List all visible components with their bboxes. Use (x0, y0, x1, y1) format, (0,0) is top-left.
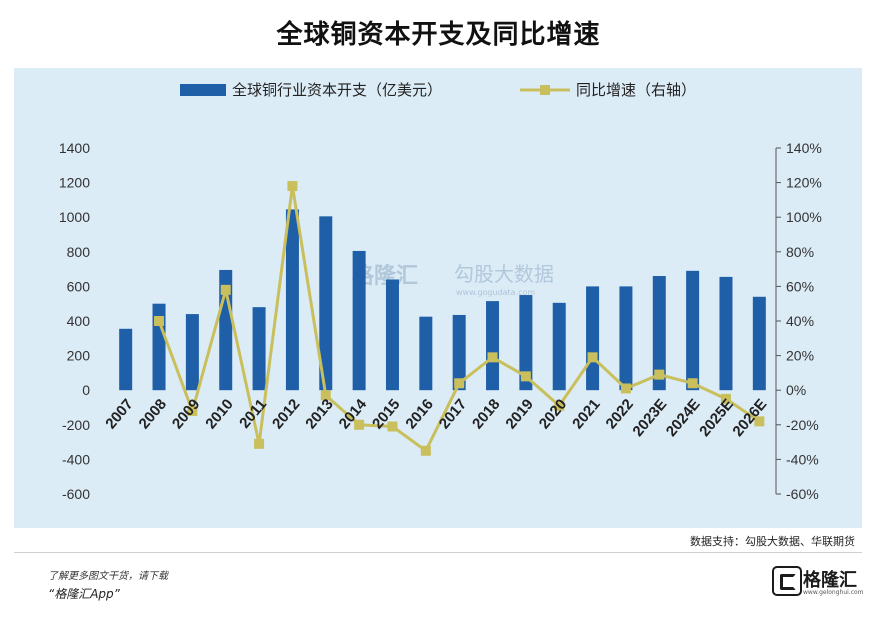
chart-svg: 格隆汇 勾股大数据www.gogudata.com-600-400-2000200… (59, 81, 822, 502)
growth-marker (420, 445, 431, 456)
x-tick-label: 2016 (402, 396, 436, 432)
growth-marker (320, 390, 331, 401)
y-right-tick-label: 100% (786, 209, 822, 225)
bar (652, 276, 666, 391)
watermark-url: www.gogudata.com (456, 288, 535, 297)
growth-marker (754, 416, 765, 427)
growth-marker (587, 352, 598, 363)
y-right-tick-label: -60% (786, 486, 819, 502)
bar (686, 270, 700, 391)
bar (285, 209, 299, 391)
legend-bar-swatch (180, 84, 226, 96)
bar (519, 295, 533, 391)
y-left-tick-label: 1200 (59, 175, 90, 191)
bar (352, 250, 366, 391)
x-tick-label: 2024E (663, 396, 704, 440)
bar (752, 296, 766, 391)
bar (719, 276, 733, 391)
y-right-tick-label: 120% (786, 175, 822, 191)
bar (185, 314, 199, 391)
growth-marker (654, 369, 665, 380)
y-left-tick-label: 800 (67, 244, 91, 260)
y-right-tick-label: 0% (786, 382, 806, 398)
y-right-tick-label: -40% (786, 451, 819, 467)
x-tick-label: 2014 (336, 395, 371, 432)
bar (619, 286, 633, 391)
footer-divider (14, 552, 862, 553)
growth-marker (254, 438, 265, 449)
footer-note: 了解更多图文干货，请下载 (48, 571, 168, 582)
bar (119, 328, 133, 391)
growth-marker (354, 419, 365, 430)
y-left-tick-label: -200 (62, 417, 90, 433)
y-right-tick-label: -20% (786, 417, 819, 433)
bar (385, 279, 399, 391)
legend-line-marker (540, 85, 550, 95)
x-tick-label: 2025E (696, 396, 737, 440)
y-right-tick-label: 80% (786, 244, 814, 260)
growth-marker (187, 405, 198, 416)
growth-marker (387, 421, 398, 432)
x-tick-label: 2017 (436, 396, 470, 432)
x-tick-label: 2008 (136, 396, 170, 432)
footer-logo-url: www.gelonghui.com (803, 589, 864, 596)
bar (452, 314, 466, 391)
bar (419, 316, 433, 391)
gelonghui-logo-icon (772, 566, 802, 596)
chart-panel: 格隆汇 勾股大数据 www.gogudata.com -600 -400 -200 0 200… (14, 68, 862, 528)
bar (552, 302, 566, 391)
y-left-tick-label: 1000 (59, 209, 90, 225)
y-left-tick-label: -400 (62, 451, 90, 467)
x-tick-label: 2015 (369, 396, 403, 432)
bar (252, 307, 266, 391)
x-tick-label: 2021 (569, 396, 603, 432)
growth-marker (454, 378, 465, 389)
source-note: 数据支持：勾股大数据、华联期货 (690, 535, 855, 548)
growth-marker (720, 393, 731, 404)
legend-line-label: 同比增速（右轴） (576, 81, 696, 99)
growth-marker (620, 383, 631, 394)
y-left-tick-label: 0 (82, 382, 90, 398)
growth-marker (220, 284, 231, 295)
legend-bar-label: 全球铜行业资本开支（亿美元） (232, 81, 442, 99)
growth-marker (520, 371, 531, 382)
y-right-tick-label: 60% (786, 278, 814, 294)
y-left-tick-label: -600 (62, 486, 90, 502)
x-tick-label: 2012 (269, 396, 303, 432)
y-right-tick-label: 40% (786, 313, 814, 329)
growth-marker (287, 181, 298, 192)
footer-app-name: “格隆汇App” (48, 587, 120, 601)
footer-logo-text: 格隆汇 (803, 570, 857, 591)
x-tick-label: 2020 (536, 396, 570, 432)
y-right-tick-label: 140% (786, 140, 822, 156)
y-right-tick-label: 20% (786, 348, 814, 364)
y-left-tick-label: 1400 (59, 140, 90, 156)
x-tick-label: 2007 (102, 396, 136, 432)
x-tick-label: 2023E (629, 396, 670, 440)
y-left-tick-label: 400 (67, 313, 91, 329)
bar (486, 301, 500, 391)
x-tick-label: 2010 (202, 396, 236, 432)
growth-marker (687, 378, 698, 389)
growth-marker (154, 316, 165, 326)
y-left-tick-label: 600 (67, 278, 91, 294)
x-tick-label: 2018 (469, 396, 503, 432)
x-tick-label: 2009 (169, 396, 203, 432)
x-tick-label: 2019 (502, 396, 536, 432)
watermark-text: 勾股大数据 (454, 262, 554, 286)
bar (319, 216, 333, 391)
growth-marker (487, 352, 498, 363)
bar (586, 286, 600, 391)
y-left-tick-label: 200 (67, 348, 91, 364)
chart-title: 全球铜资本开支及同比增速 (276, 20, 601, 50)
growth-marker (554, 400, 565, 411)
